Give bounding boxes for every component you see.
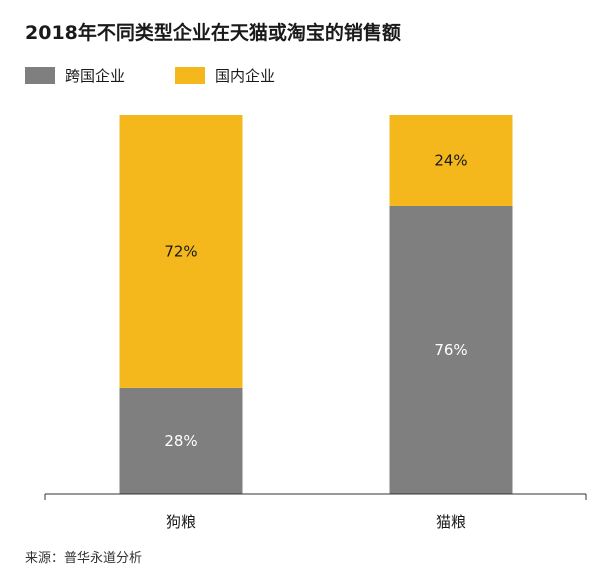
bar-segment-domestic-0 [119, 115, 243, 388]
chart-title: 2018年不同类型企业在天猫或淘宝的销售额 [25, 22, 401, 44]
bar-segment-multinational-0 [119, 387, 243, 494]
data-label-multinational-0: 28% [164, 432, 197, 450]
x-tick-label-0: 狗粮 [166, 513, 196, 531]
source-note: 来源：普华永道分析 [25, 551, 143, 566]
legend: 跨国企业 国内企业 [25, 66, 585, 86]
bar-segment-multinational-1 [389, 205, 513, 494]
data-label-domestic-1: 24% [434, 151, 467, 169]
legend-swatch-multinational [25, 67, 55, 84]
data-label-domestic-0: 72% [164, 242, 197, 260]
legend-swatch-domestic [175, 67, 205, 84]
legend-label-multinational: 跨国企业 [65, 67, 126, 85]
legend-label-domestic: 国内企业 [215, 67, 276, 85]
x-tick-label-1: 猫粮 [436, 513, 466, 531]
data-label-multinational-1: 76% [434, 341, 467, 359]
bar-segment-domestic-1 [389, 115, 513, 206]
